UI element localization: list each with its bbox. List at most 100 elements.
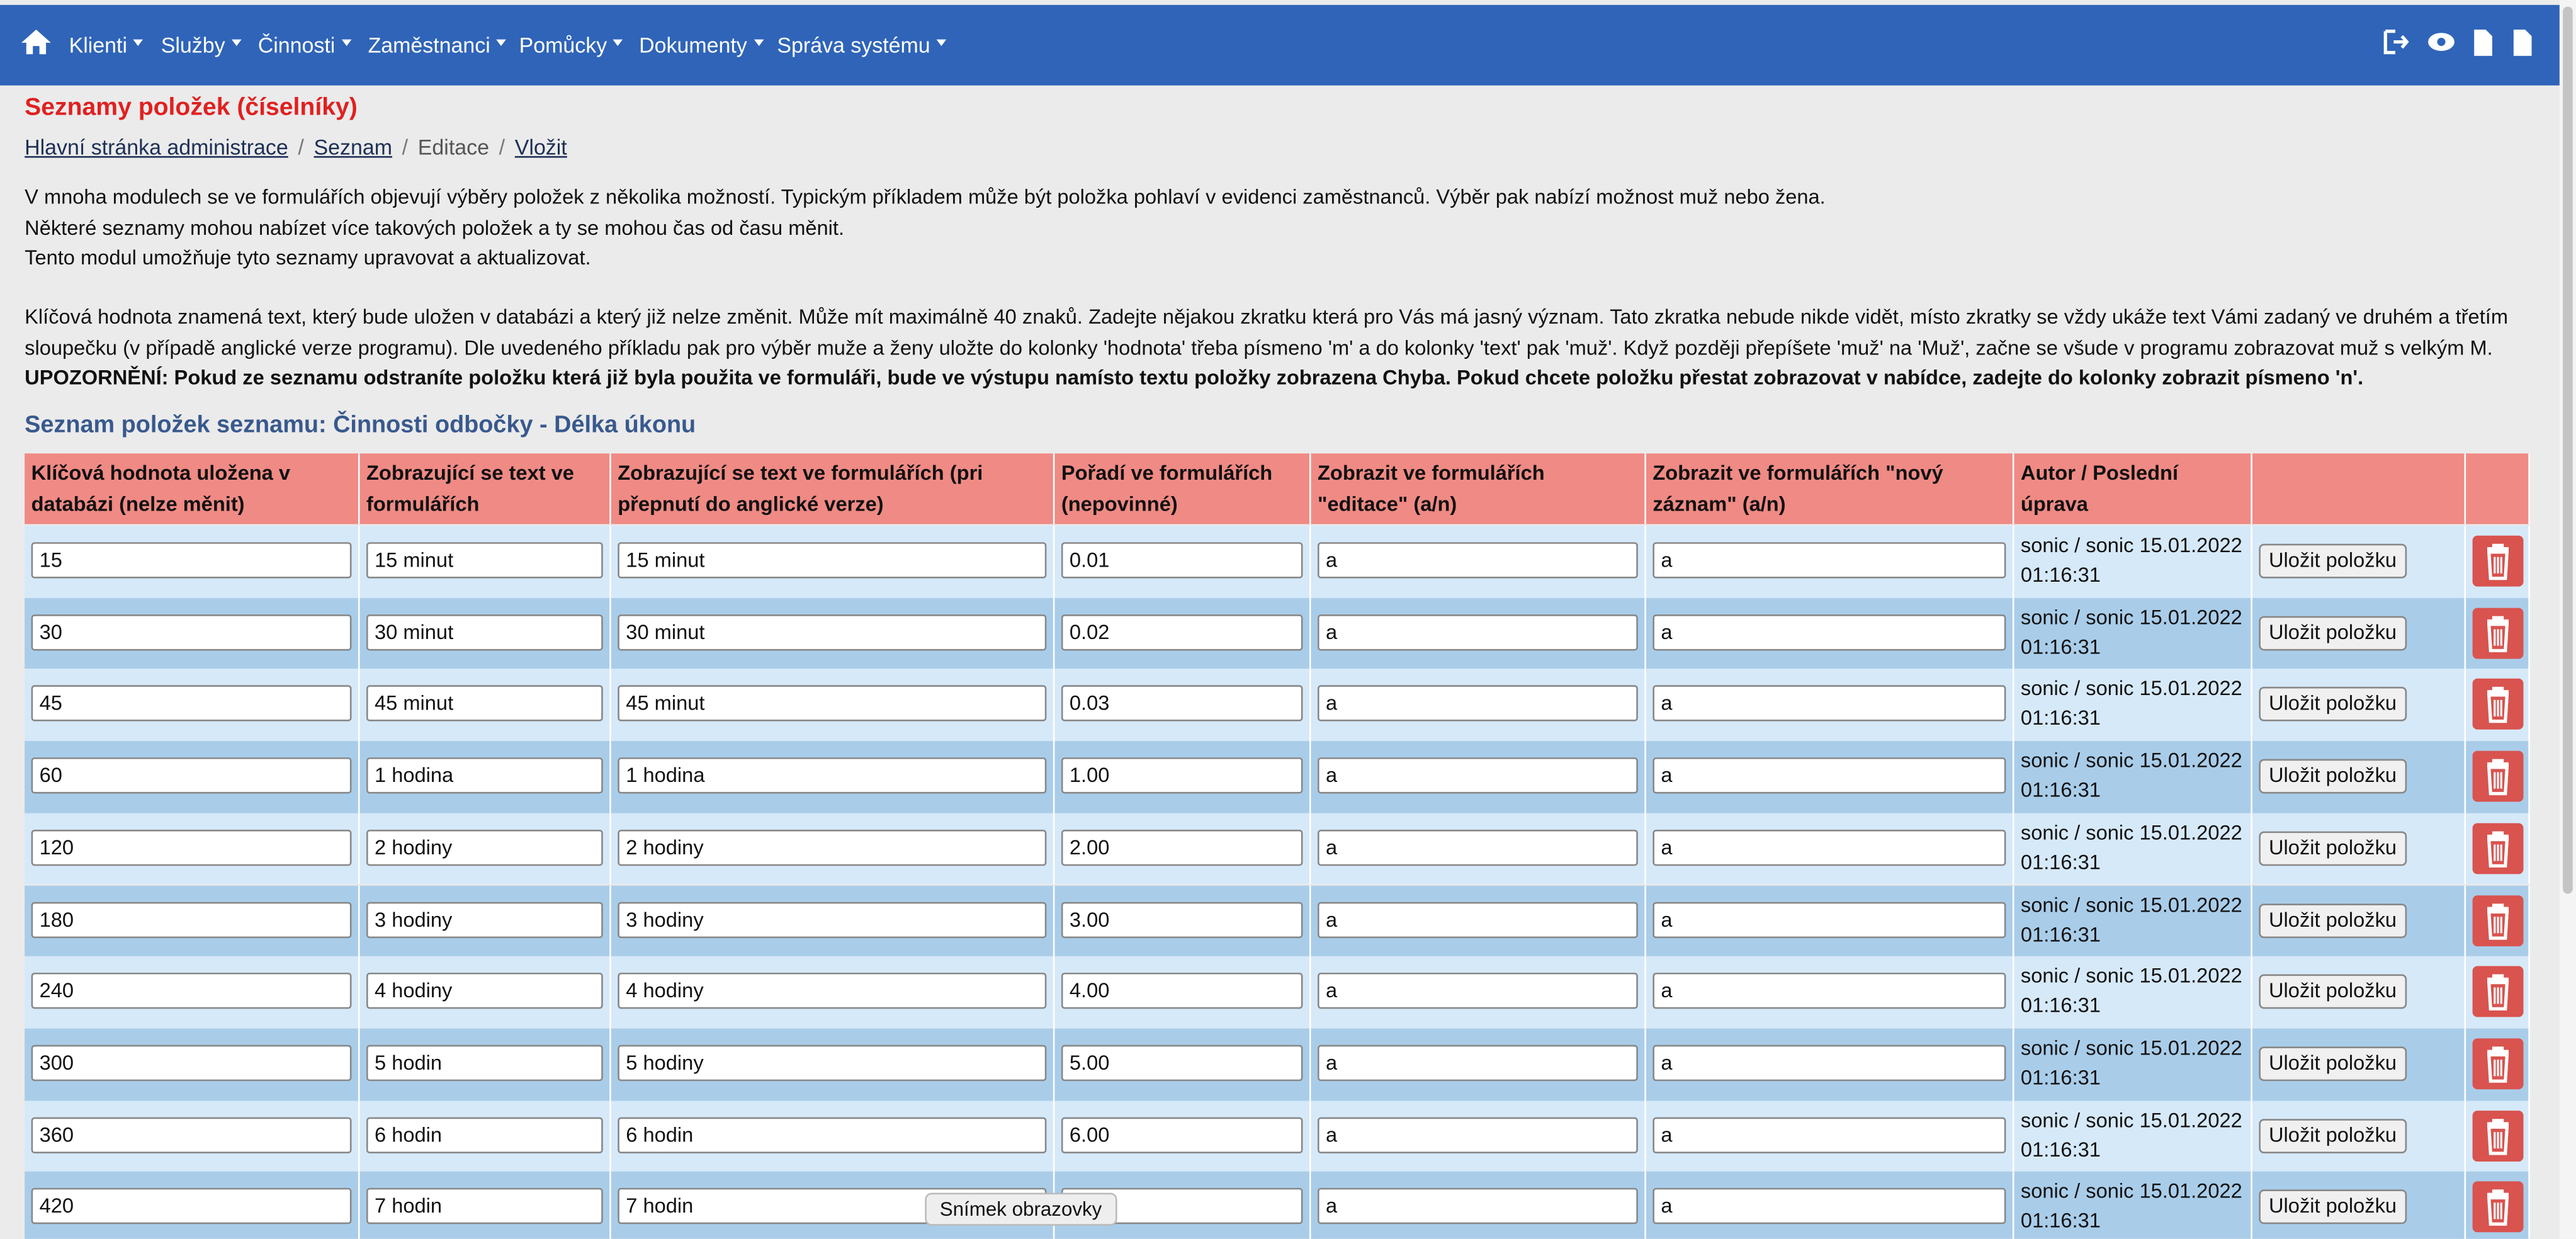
input-field[interactable]: 4 hodiny — [618, 973, 1047, 1009]
breadcrumb-item[interactable]: Seznam — [314, 134, 393, 160]
save-button[interactable]: Uložit položku — [2259, 975, 2407, 1009]
input-field[interactable]: 30 minut — [366, 614, 603, 650]
input-field[interactable]: 0.03 — [1061, 686, 1303, 722]
input-field[interactable]: 6.00 — [1061, 1116, 1303, 1153]
input-field[interactable]: 15 — [31, 542, 352, 579]
input-field[interactable]: 6 hodin — [618, 1116, 1047, 1153]
input-field[interactable]: 240 — [31, 973, 352, 1009]
input-field[interactable]: 2.00 — [1061, 829, 1303, 866]
input-field[interactable]: 120 — [31, 829, 352, 866]
input-field[interactable]: 15 minut — [366, 542, 603, 579]
save-button[interactable]: Uložit položku — [2259, 830, 2407, 866]
nav-item[interactable]: Zaměstnanci — [368, 33, 507, 57]
input-field[interactable]: a — [1652, 686, 2006, 722]
input-field[interactable]: 180 — [31, 901, 352, 937]
input-field[interactable]: 5 hodin — [366, 1044, 603, 1081]
input-field[interactable]: a — [1652, 1188, 2006, 1225]
input-field[interactable]: 0.02 — [1061, 614, 1303, 650]
input-field[interactable]: a — [1652, 757, 2006, 794]
input-field[interactable]: a — [1317, 542, 1638, 579]
input-field[interactable]: a — [1317, 973, 1638, 1009]
input-field[interactable]: a — [1317, 757, 1638, 794]
input-field[interactable]: a — [1317, 829, 1638, 866]
input-field[interactable]: 1.00 — [1061, 757, 1303, 794]
cell: Uložit položku — [2252, 526, 2466, 598]
nav-item[interactable]: Klienti — [69, 33, 144, 57]
save-button[interactable]: Uložit položku — [2259, 1190, 2407, 1225]
nav-item[interactable]: Dokumenty — [639, 33, 764, 57]
save-button[interactable]: Uložit položku — [2259, 615, 2407, 650]
input-field[interactable]: a — [1652, 829, 2006, 866]
delete-button[interactable] — [2472, 1038, 2524, 1089]
input-field[interactable]: 5.00 — [1061, 1044, 1303, 1081]
save-button[interactable]: Uložit položku — [2259, 687, 2407, 722]
input-field[interactable]: a — [1652, 901, 2006, 937]
column-header — [2466, 453, 2530, 524]
save-button[interactable]: Uložit položku — [2259, 759, 2407, 794]
input-field[interactable]: 45 minut — [366, 686, 603, 722]
save-button[interactable]: Uložit položku — [2259, 1118, 2407, 1153]
input-field[interactable]: 30 minut — [618, 614, 1047, 650]
input-field[interactable]: a — [1652, 542, 2006, 579]
input-field[interactable]: a — [1317, 1044, 1638, 1081]
input-field[interactable]: a — [1317, 686, 1638, 722]
input-field[interactable]: 3 hodiny — [618, 901, 1047, 937]
input-field[interactable]: 5 hodiny — [618, 1044, 1047, 1081]
input-field[interactable]: 7 hodin — [366, 1188, 603, 1225]
trash-icon — [2487, 830, 2509, 868]
cell: a — [1646, 956, 2014, 1029]
input-field[interactable]: 0.01 — [1061, 542, 1303, 579]
input-field[interactable]: a — [1652, 1044, 2006, 1081]
input-field[interactable]: 45 minut — [618, 686, 1047, 722]
input-field[interactable]: 30 — [31, 614, 352, 650]
input-field[interactable]: a — [1652, 614, 2006, 650]
input-field[interactable]: a — [1652, 973, 2006, 1009]
delete-button[interactable] — [2472, 679, 2524, 730]
cell: a — [1311, 813, 1646, 885]
delete-button[interactable] — [2472, 1110, 2524, 1161]
nav-item[interactable]: Pomůcky — [519, 33, 624, 57]
input-field[interactable]: 300 — [31, 1044, 352, 1081]
nav-item[interactable]: Správa systému — [777, 33, 946, 57]
input-field[interactable]: 1 hodina — [366, 757, 603, 794]
author: sonic / sonic 15.01.2022 01:16:31 — [2020, 893, 2242, 946]
delete-button[interactable] — [2472, 607, 2524, 659]
input-field[interactable]: a — [1317, 1116, 1638, 1153]
input-field[interactable]: 2 hodiny — [366, 829, 603, 866]
nav-item[interactable]: Činnosti — [258, 33, 352, 57]
delete-button[interactable] — [2472, 822, 2524, 874]
input-field[interactable]: 360 — [31, 1116, 352, 1153]
cell: 360 — [25, 1100, 360, 1172]
delete-button[interactable] — [2472, 535, 2524, 587]
delete-button[interactable] — [2472, 966, 2524, 1017]
save-button[interactable]: Uložit položku — [2259, 543, 2407, 579]
cell: a — [1646, 741, 2014, 813]
input-field[interactable]: 2 hodiny — [618, 829, 1047, 866]
input-field[interactable]: 6 hodin — [366, 1116, 603, 1153]
table-title: Seznam položek seznamu: Činnosti odbočky… — [25, 412, 696, 439]
save-button[interactable]: Uložit položku — [2259, 903, 2407, 937]
input-field[interactable]: 4 hodiny — [366, 973, 603, 1009]
input-field[interactable]: 420 — [31, 1188, 352, 1225]
nav-item[interactable]: Služby — [161, 33, 242, 57]
input-field[interactable]: 60 — [31, 757, 352, 794]
delete-button[interactable] — [2472, 1182, 2524, 1233]
input-field[interactable]: 4.00 — [1061, 973, 1303, 1009]
delete-button[interactable] — [2472, 750, 2524, 802]
save-button[interactable]: Uložit položku — [2259, 1046, 2407, 1081]
author: sonic / sonic 15.01.2022 01:16:31 — [2020, 534, 2242, 587]
input-field[interactable]: 3 hodiny — [366, 901, 603, 937]
input-field[interactable]: a — [1317, 1188, 1638, 1225]
input-field[interactable]: a — [1317, 614, 1638, 650]
delete-button[interactable] — [2472, 894, 2524, 946]
input-field[interactable]: 15 minut — [618, 542, 1047, 579]
breadcrumb-item[interactable]: Hlavní stránka administrace — [25, 134, 288, 160]
home-icon[interactable] — [21, 28, 51, 55]
cell: 15 minut — [611, 526, 1055, 598]
input-field[interactable]: a — [1317, 901, 1638, 937]
input-field[interactable]: 45 — [31, 686, 352, 722]
input-field[interactable]: a — [1652, 1116, 2006, 1153]
input-field[interactable]: 1 hodina — [618, 757, 1047, 794]
breadcrumb-item[interactable]: Vložit — [514, 134, 567, 160]
input-field[interactable]: 3.00 — [1061, 901, 1303, 937]
